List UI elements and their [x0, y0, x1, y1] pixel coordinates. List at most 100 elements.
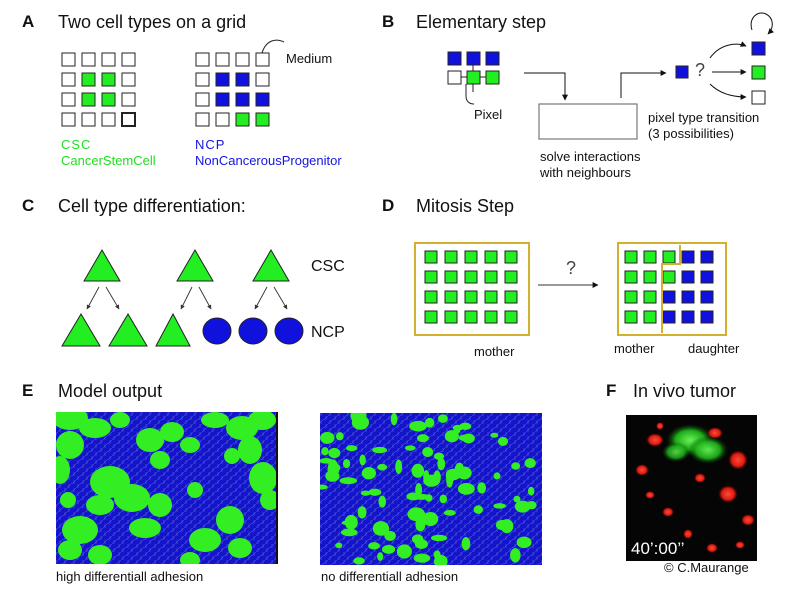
grid-cell-medium	[121, 52, 136, 67]
csc-cluster	[431, 534, 448, 542]
csc-cluster	[320, 431, 335, 444]
csc-cluster	[416, 434, 429, 443]
csc-grid	[61, 52, 136, 127]
csc-cluster	[328, 459, 339, 475]
csc-cluster	[359, 454, 366, 466]
mother-pixel	[484, 250, 498, 264]
grid-cell-medium	[61, 72, 76, 87]
mother-pixel	[643, 270, 657, 284]
ncp-full-label: NonCancerousProgenitor	[195, 153, 342, 168]
csc-cluster	[361, 467, 377, 480]
grid-cell-ncp	[235, 72, 250, 87]
option-medium-pixel	[751, 90, 766, 105]
csc-cluster	[513, 495, 521, 503]
csc-cluster	[340, 528, 358, 537]
csc-parent-1	[83, 249, 121, 282]
mother-pixel	[662, 250, 676, 264]
csc-cluster	[526, 500, 537, 510]
mother-pixel	[624, 270, 638, 284]
csc-cluster	[510, 548, 521, 563]
panel-e-letter: E	[22, 381, 34, 400]
csc-cluster	[473, 505, 483, 514]
csc-cluster	[516, 536, 532, 549]
daughter-pixel	[681, 310, 695, 324]
csc-cluster	[377, 463, 388, 471]
grid-cell-csc	[255, 112, 270, 127]
simulation-no-adhesion	[320, 413, 542, 565]
grid-cell-medium	[195, 72, 210, 87]
option-csc-pixel	[751, 65, 766, 80]
option-ncp-pixel	[751, 41, 766, 56]
ncp-abbrev-label: NCP	[195, 137, 226, 152]
panel-d-letter: D	[382, 196, 395, 215]
csc-cluster	[110, 412, 130, 428]
csc-cluster	[514, 500, 531, 513]
csc-cluster	[180, 552, 200, 564]
grid-cell-medium	[235, 52, 250, 67]
mother-pixel	[643, 250, 657, 264]
csc-cluster	[353, 557, 365, 565]
daughter-pixel	[662, 310, 676, 324]
panel-a-title: Two cell types on a grid	[58, 12, 247, 32]
csc-cluster	[189, 528, 221, 552]
panel-c-title: Cell type differentiation:	[58, 196, 246, 216]
csc-cluster	[433, 550, 441, 559]
grid-cell-medium	[195, 92, 210, 107]
ncp-child	[274, 317, 304, 345]
grid-cell-medium	[81, 112, 96, 127]
csc-cluster	[224, 448, 240, 464]
transition-source-pixel	[675, 65, 689, 79]
csc-cluster	[372, 521, 390, 536]
csc-abbrev-label: CSC	[61, 137, 92, 152]
csc-cluster	[458, 434, 473, 442]
mother-pixel	[643, 310, 657, 324]
csc-cluster	[320, 458, 333, 464]
elementary-step-grid	[447, 51, 500, 85]
csc-cluster	[56, 431, 84, 459]
mother-pixel	[424, 310, 438, 324]
mother-pixel	[444, 290, 458, 304]
csc-cluster	[342, 458, 351, 469]
mother-pixel	[424, 250, 438, 264]
grid-cell-ncp	[215, 72, 230, 87]
csc-cluster	[390, 413, 398, 426]
ncp-child	[202, 317, 232, 345]
csc-cluster	[437, 414, 448, 423]
csc-cluster	[437, 457, 446, 471]
arrow-to-energy	[524, 72, 568, 101]
panel-c-letter: C	[22, 196, 35, 215]
mother-pixel	[464, 250, 478, 264]
mother-pixel	[662, 270, 676, 284]
csc-child	[61, 313, 101, 347]
csc-cluster	[79, 418, 111, 438]
transition-question: ?	[695, 60, 706, 80]
daughter-pixel	[681, 270, 695, 284]
csc-cluster	[384, 530, 396, 541]
csc-cluster	[228, 538, 252, 558]
mother-label-1: mother	[474, 344, 515, 359]
csc-cluster	[443, 509, 456, 516]
csc-cluster	[396, 544, 412, 559]
ncp-side-label: NCP	[311, 324, 345, 341]
mother-pixel	[424, 290, 438, 304]
csc-cluster	[368, 488, 382, 496]
mitosis-question: ?	[566, 258, 577, 278]
grid-cell-medium	[61, 92, 76, 107]
mother-pixel	[464, 290, 478, 304]
pixel-pointer-line	[465, 84, 475, 105]
csc-cluster	[493, 472, 501, 480]
arrow-option-medium	[709, 83, 747, 100]
mother-cell-grid	[424, 250, 518, 324]
csc-cluster	[477, 482, 487, 494]
medium-pointer-line	[261, 39, 285, 54]
grid-cell-ncp	[255, 92, 270, 107]
panel-e-title: Model output	[58, 381, 163, 401]
mother-pixel	[464, 310, 478, 324]
panel-b-letter: B	[382, 12, 395, 31]
daughter-pixel	[700, 250, 714, 264]
csc-cluster	[148, 493, 172, 517]
transition-line1: pixel type transition	[648, 110, 760, 125]
mother-pixel	[484, 290, 498, 304]
csc-cluster	[320, 484, 328, 490]
csc-cluster	[248, 412, 276, 430]
